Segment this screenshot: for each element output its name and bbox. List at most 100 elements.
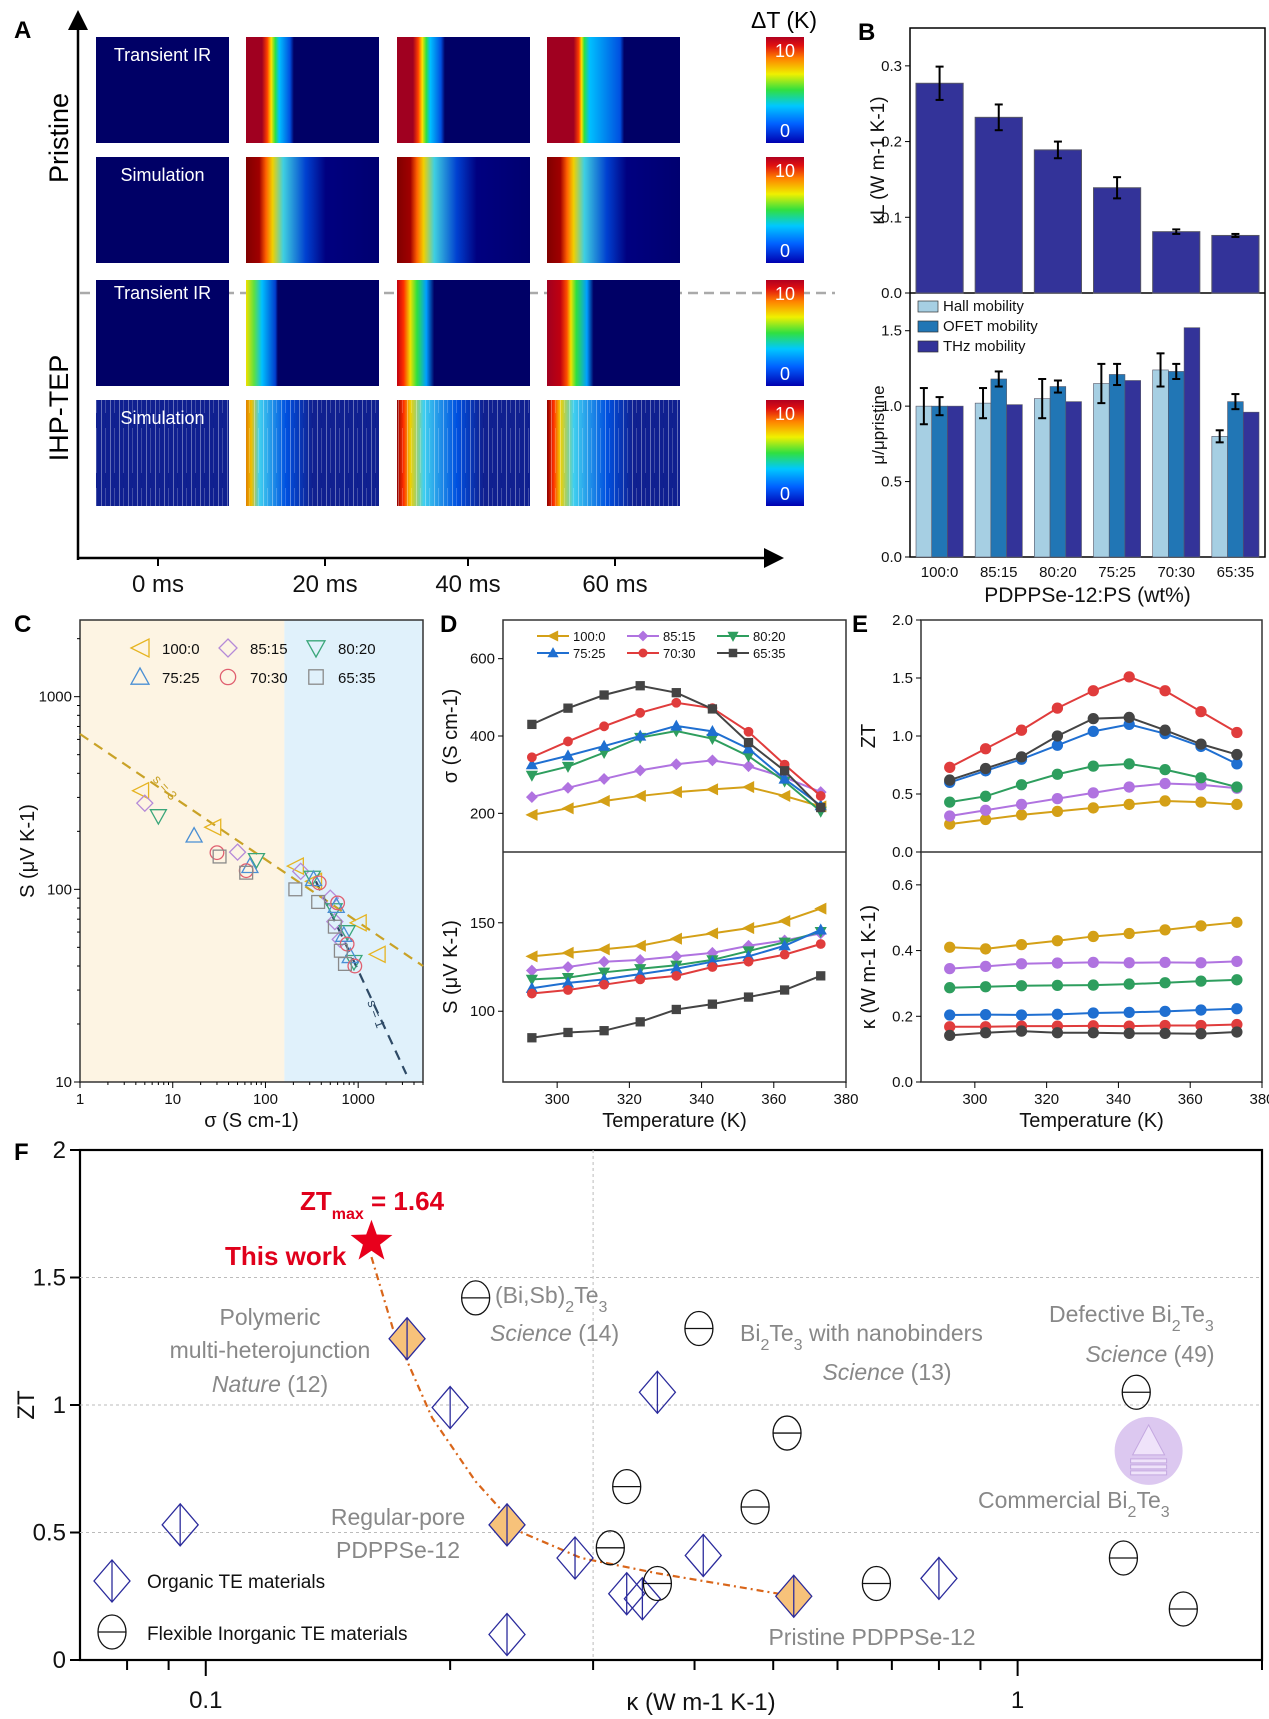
data-point-100-0 — [1051, 805, 1064, 818]
text-span: Te — [1181, 1301, 1205, 1327]
x-tick-label: 340 — [689, 1091, 714, 1108]
data-point-65-35 — [563, 703, 573, 713]
colorbar — [766, 400, 804, 506]
text-span: with nanobinders — [803, 1320, 983, 1346]
x-tick-label: 320 — [1034, 1091, 1059, 1108]
x-axis-label: κ (W m-1 K-1) — [626, 1689, 775, 1716]
data-point-65-35 — [527, 719, 537, 730]
text-span: max — [332, 1206, 364, 1223]
plot-frame — [502, 619, 847, 1083]
legend-label: 80:20 — [753, 629, 786, 644]
colorbar — [766, 157, 804, 263]
text-span: (49) — [1167, 1341, 1214, 1367]
data-point-65-35 — [1195, 1028, 1207, 1040]
x-tick-label: 75:25 — [1098, 564, 1136, 581]
data-point-70-30 — [743, 726, 754, 737]
data-point-80-20 — [561, 761, 575, 773]
data-point-70-30 — [563, 985, 573, 995]
y-tick-label: 1.5 — [892, 670, 913, 687]
y-tick-label: 100 — [470, 1003, 495, 1020]
data-point-85-15 — [634, 954, 647, 966]
data-point-100-0 — [1195, 796, 1207, 808]
data-point-65-35 — [816, 802, 826, 813]
y-tick-label: 0.3 — [881, 58, 902, 75]
colorbar-min-label: 0 — [780, 364, 790, 384]
data-point-80-20 — [1087, 979, 1099, 991]
data-point-70-30 — [1231, 726, 1243, 739]
data-point-100-0 — [1051, 935, 1064, 947]
data-point-65-35 — [1051, 730, 1064, 742]
legend-label: 70:30 — [250, 670, 288, 687]
legend-label-organic: Organic TE materials — [147, 1572, 325, 1593]
data-point-85-15 — [944, 810, 956, 822]
heatmap-streak-overlay — [246, 400, 379, 506]
data-point-70-30 — [1087, 685, 1099, 697]
data-point-80-20 — [1195, 772, 1207, 784]
text-span: Te — [574, 1282, 598, 1308]
data-point-100-0 — [597, 943, 610, 956]
data-point-65-35 — [1159, 1027, 1171, 1040]
scatter-point-100-0 — [348, 913, 367, 932]
data-point-100-0 — [1123, 798, 1135, 811]
colorbar-max-label: 10 — [775, 161, 795, 181]
data-point-100-0 — [669, 786, 682, 799]
legend-marker — [728, 648, 738, 658]
commercial-bi2te3-icon — [1131, 1423, 1166, 1456]
colorbar-max-label: 10 — [775, 404, 795, 424]
data-point-85-15 — [706, 754, 719, 767]
data-point-100-0 — [1015, 809, 1028, 821]
text-span: ZT — [300, 1186, 332, 1216]
scatter-point-85-15 — [291, 862, 310, 881]
bar-ofet-mobility — [931, 405, 948, 558]
y-tick-label: 0.5 — [33, 1520, 66, 1547]
time-label: 40 ms — [435, 571, 500, 598]
bar-kappa-l — [974, 116, 1023, 294]
x-tick-label: 1 — [1011, 1687, 1024, 1714]
heatmap-row-label: Transient IR — [114, 45, 211, 65]
data-point-75-25 — [944, 1009, 956, 1021]
x-tick-label: 300 — [962, 1091, 987, 1108]
data-point-85-15 — [1015, 958, 1028, 970]
data-point-65-35 — [1231, 1026, 1243, 1038]
legend-label: 85:15 — [250, 641, 288, 658]
data-point-100-0 — [561, 802, 574, 815]
data-point-100-0 — [633, 939, 646, 952]
heatmap-r2-c4 — [547, 157, 680, 263]
scatter-point-80-20 — [325, 903, 344, 920]
colorbar — [766, 280, 804, 386]
data-point-70-30 — [779, 949, 790, 960]
region-high-sigma — [284, 620, 423, 1082]
colorbar-max-label: 10 — [775, 284, 795, 304]
data-point-100-0 — [633, 789, 646, 802]
text-span: (Bi,Sb) — [495, 1282, 565, 1308]
legend-swatch — [917, 320, 939, 333]
data-point-70-30 — [671, 970, 682, 981]
x-tick-label: 0.1 — [189, 1687, 222, 1714]
data-point-100-0 — [1159, 924, 1171, 936]
legend-label: 75:25 — [162, 670, 200, 687]
scatter-point-65-35 — [327, 919, 342, 934]
legend-label: 65:35 — [338, 670, 376, 687]
bar-thz-mobility — [1242, 411, 1260, 558]
data-point-65-35 — [599, 690, 609, 700]
scatter-point-85-15 — [325, 912, 344, 931]
this-work-annotation: This work — [225, 1241, 347, 1271]
region-low-sigma — [80, 620, 285, 1082]
annotation-defective-ref: Science (49) — [1085, 1341, 1214, 1367]
data-point-70-30 — [815, 791, 826, 801]
scatter-point-75-25 — [327, 896, 346, 913]
x-axis-label: σ (S cm-1) — [204, 1110, 299, 1132]
legend-label: OFET mobility — [943, 318, 1038, 335]
bar-kappa-l — [1152, 231, 1201, 294]
data-point-100-0 — [1123, 927, 1135, 940]
data-point-75-25 — [1087, 1007, 1099, 1019]
y-tick-label: 0.2 — [892, 1008, 913, 1025]
time-label: 60 ms — [582, 571, 647, 598]
x-tick-label: 10 — [164, 1091, 181, 1108]
data-point-70-30 — [635, 707, 646, 718]
legend-label: 80:20 — [338, 641, 376, 658]
x-tick-label: 65:35 — [1217, 564, 1255, 581]
data-point-85-15 — [979, 960, 992, 972]
colorbar-min-label: 0 — [780, 121, 790, 141]
legend-marker — [129, 637, 150, 659]
